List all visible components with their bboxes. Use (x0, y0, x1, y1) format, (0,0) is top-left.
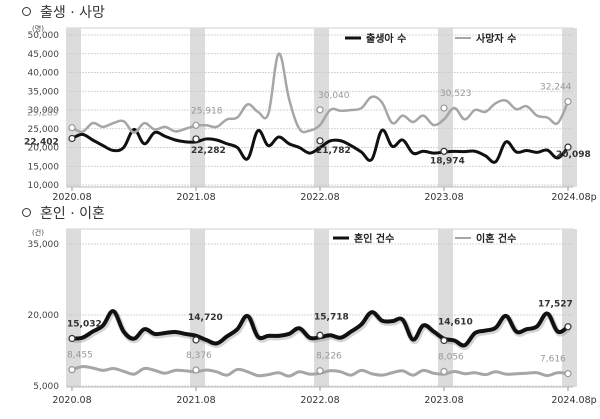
x-tick-label: 2024.08p (551, 192, 596, 203)
y-tick-label: 20,000 (28, 311, 60, 321)
x-tick-label: 2021.08 (176, 395, 215, 406)
y-tick-label: 40,000 (28, 69, 60, 79)
y-tick-label: 35,000 (28, 87, 60, 97)
highlight-band (66, 28, 81, 187)
birth-death-chart: 50,000 45,000 40,000 35,000 30,000 25,000 20,0… (24, 24, 597, 203)
data-point-marker (564, 143, 572, 151)
data-point-marker (316, 367, 324, 375)
data-point-marker (192, 366, 200, 374)
data-point-marker (316, 106, 324, 114)
data-label: 8,455 (67, 351, 93, 361)
data-label: 25,918 (191, 106, 223, 116)
x-tick-label: 2020.08 (52, 192, 91, 203)
data-label: 7,616 (540, 355, 566, 365)
data-label: 30,040 (318, 91, 350, 101)
data-point-marker (192, 336, 200, 344)
data-point-marker (440, 104, 448, 112)
data-point-marker (68, 334, 76, 343)
data-label: 14,610 (438, 318, 473, 328)
data-point-marker (68, 366, 76, 374)
y-unit-label: (명) (32, 24, 44, 33)
section-title-text: 혼인 · 이혼 (40, 206, 105, 222)
data-label: 8,226 (316, 352, 342, 362)
data-label: 18,974 (430, 156, 465, 166)
legend-item-primary: 출생아 수 (366, 32, 406, 45)
highlight-band (562, 229, 577, 387)
x-tick-label: 2022.08 (300, 395, 339, 406)
x-tick-label: 2023.08 (424, 395, 463, 406)
circle-bullet-icon (22, 207, 31, 217)
data-point-marker (440, 367, 448, 376)
data-point-marker (440, 147, 448, 155)
data-point-marker (564, 370, 572, 378)
circle-bullet-icon (22, 6, 31, 16)
legend-item-secondary: 사망자 수 (476, 32, 516, 45)
data-point-marker (192, 135, 200, 143)
data-point-marker (192, 121, 200, 129)
data-label: 21,782 (316, 146, 351, 156)
x-tick-label: 2022.08 (300, 192, 339, 203)
data-point-marker (68, 124, 76, 132)
data-label: 20,098 (556, 150, 591, 160)
data-label: 8,056 (438, 353, 464, 363)
highlight-band (562, 28, 577, 187)
section-title-birth-death: 출생 · 사망 (22, 2, 105, 22)
y-unit-label: (건) (32, 228, 44, 237)
data-label: 15,718 (314, 312, 349, 322)
data-label: 22,402 (24, 137, 59, 147)
marriage-divorce-chart: 35,000 20,000 5,000 (건) 2020.08 2021.08 2022.0… (28, 228, 597, 406)
data-point-marker (564, 323, 572, 331)
y-tick-label: 35,000 (28, 240, 60, 250)
data-label: 17,527 (538, 300, 573, 310)
data-label: 22,282 (191, 146, 226, 156)
data-label: 30,523 (440, 89, 472, 99)
data-point-marker (440, 336, 448, 345)
series-line-primary (70, 128, 570, 164)
data-label: 32,244 (540, 83, 572, 93)
y-tick-label: 25,000 (28, 125, 60, 135)
y-tick-label: 20,000 (28, 144, 60, 154)
data-label: 8,376 (186, 351, 212, 361)
highlight-band (190, 229, 205, 387)
y-tick-label: 45,000 (28, 50, 60, 60)
y-tick-label: 5,000 (33, 382, 59, 392)
x-tick-label: 2021.08 (176, 192, 215, 203)
y-tick-label: 30,000 (28, 106, 60, 116)
highlight-band (438, 229, 453, 387)
x-tick-label: 2023.08 (424, 192, 463, 203)
y-tick-label: 15,000 (28, 162, 60, 172)
data-point-marker (316, 331, 324, 339)
x-tick-label: 2020.08 (52, 395, 91, 406)
data-label: 25,289 (27, 109, 59, 119)
x-tick-label: 2024.08p (551, 395, 596, 406)
legend-item-primary: 혼인 건수 (354, 232, 394, 245)
data-point-marker (316, 137, 324, 145)
data-label: 14,720 (188, 313, 223, 323)
series-line-secondary (70, 52, 570, 134)
data-point-marker (564, 97, 572, 106)
highlight-band (66, 229, 81, 387)
y-tick-label: 50,000 (28, 31, 60, 41)
highlight-band (314, 229, 329, 387)
data-point-marker (68, 134, 76, 143)
y-tick-label: 10,000 (28, 181, 60, 191)
data-label: 15,032 (67, 320, 102, 330)
section-title-marriage-divorce: 혼인 · 이혼 (22, 203, 105, 223)
legend-item-secondary: 이혼 건수 (476, 232, 516, 245)
section-title-text: 출생 · 사망 (40, 5, 105, 21)
